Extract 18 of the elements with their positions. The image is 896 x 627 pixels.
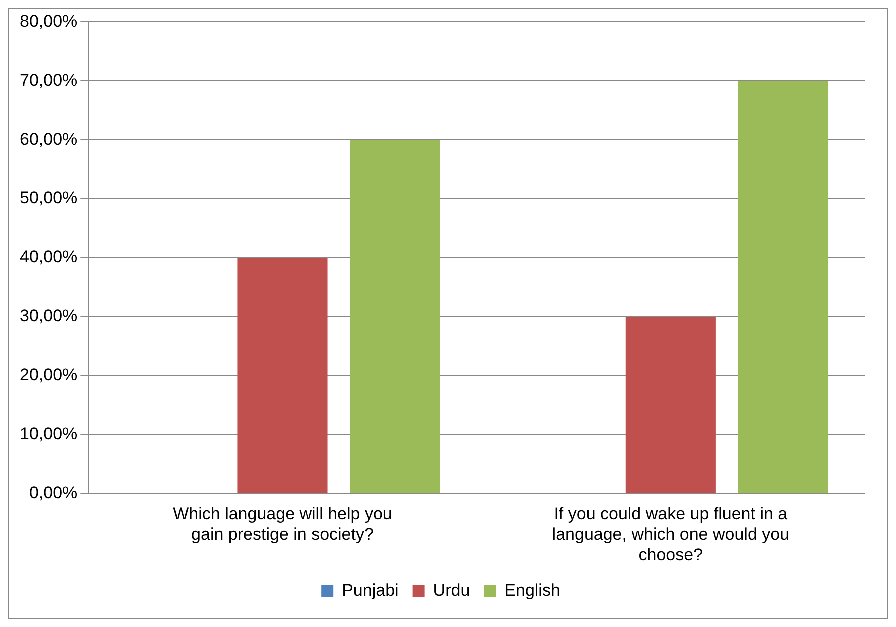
y-tick-label: 80,00% bbox=[20, 12, 78, 31]
y-tick-label: 50,00% bbox=[20, 188, 78, 208]
y-tick-label: 10,00% bbox=[20, 424, 78, 444]
x-tick-label: If you could wake up fluent in a language, which one would you choose? bbox=[552, 504, 790, 564]
bar bbox=[350, 140, 440, 494]
legend-label: English bbox=[504, 581, 560, 600]
bar bbox=[738, 81, 829, 494]
y-tick-label: 70,00% bbox=[20, 70, 78, 90]
legend-label: Punjabi bbox=[342, 581, 399, 600]
y-tick-label: 20,00% bbox=[20, 366, 78, 385]
y-tick-label: 30,00% bbox=[20, 306, 78, 326]
bar bbox=[626, 316, 716, 494]
legend-label: Urdu bbox=[433, 581, 470, 600]
y-tick-label: 60,00% bbox=[20, 130, 78, 149]
x-tick-label: Which language will help you gain prestige in society? bbox=[173, 504, 392, 544]
y-tick-label: 40,00% bbox=[20, 248, 78, 267]
bar bbox=[238, 258, 328, 494]
y-tick-label: 0,00% bbox=[29, 483, 78, 502]
